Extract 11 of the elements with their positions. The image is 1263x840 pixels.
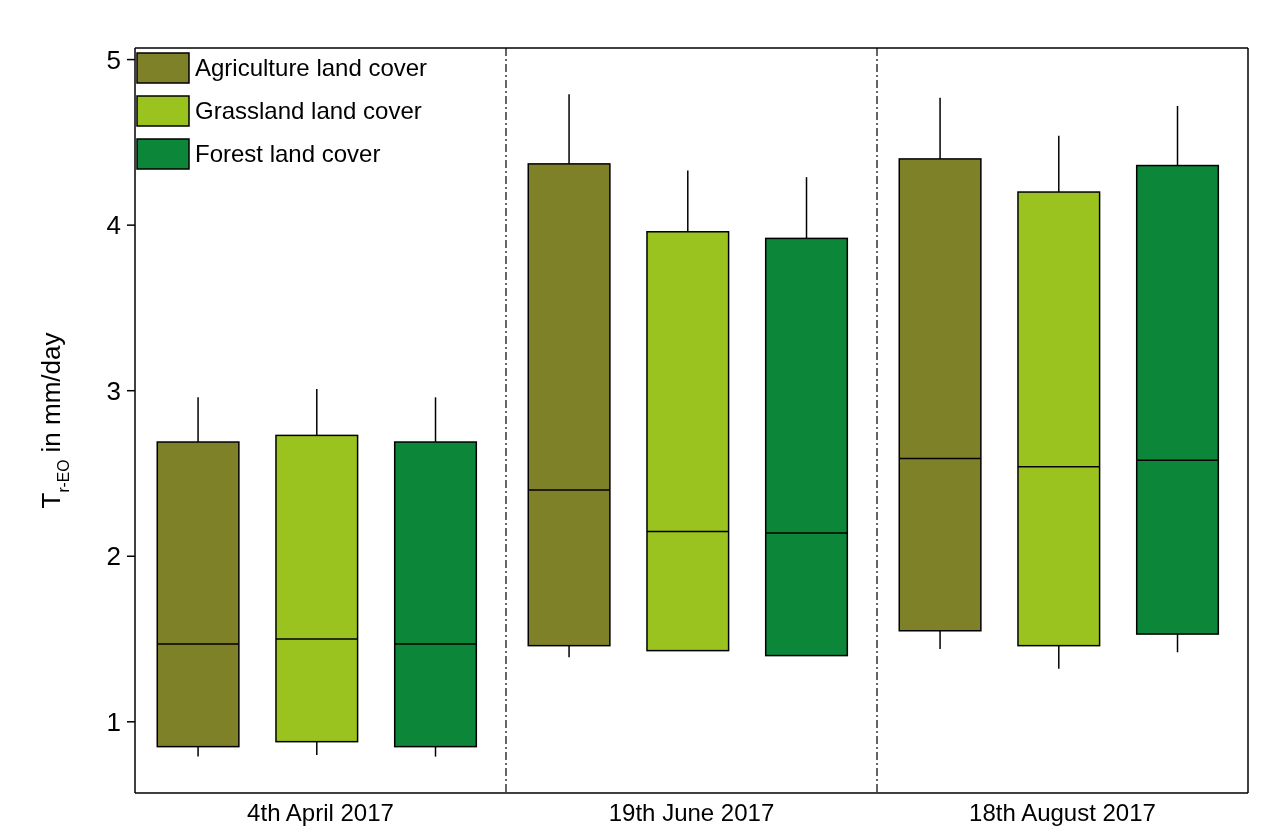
legend-label: Forest land cover: [195, 140, 381, 168]
y-tick-label: 1: [106, 706, 121, 737]
x-tick-label: 18th August 2017: [969, 799, 1156, 826]
legend-label: Agriculture land cover: [195, 54, 428, 82]
x-tick-label: 4th April 2017: [247, 799, 394, 826]
y-tick-label: 2: [106, 541, 121, 572]
x-tick-label: 19th June 2017: [608, 799, 775, 826]
y-tick-label: 5: [106, 44, 121, 75]
y-tick-label: 3: [106, 375, 121, 406]
legend-label: Grassland land cover: [195, 97, 422, 125]
y-tick-label: 4: [106, 210, 121, 241]
